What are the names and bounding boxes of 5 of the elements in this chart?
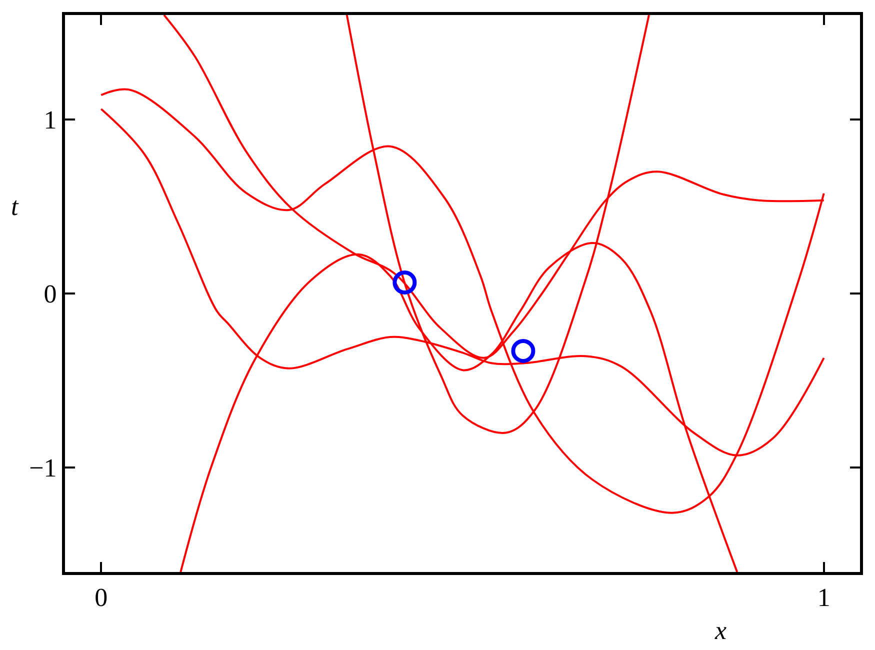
y-tick-label: 0 [44, 280, 57, 309]
y-tick-label: −1 [29, 454, 57, 483]
x-axis-title: x [714, 616, 727, 645]
y-tick-label: 1 [44, 106, 57, 135]
y-axis-title: t [11, 192, 19, 221]
